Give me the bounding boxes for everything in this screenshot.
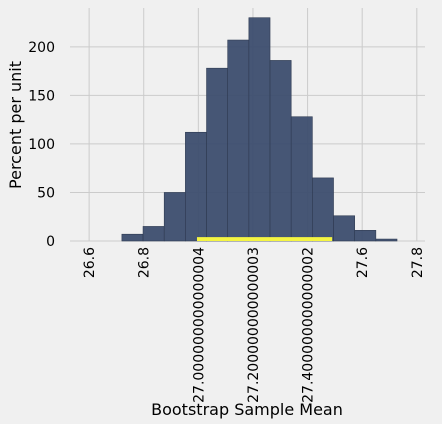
x-tick-label: 27.400000000000002: [301, 247, 317, 403]
histogram-bar: [163, 192, 186, 242]
histogram-bar: [248, 17, 271, 242]
y-tick-label: 0: [46, 234, 55, 250]
histogram-bar: [121, 233, 144, 242]
x-tick-label: 27.000000000000004: [191, 247, 207, 403]
x-tick-labels: 26.6 26.8 27.000000000000004 27.20000000000…: [82, 247, 426, 403]
x-tick-label: 27.6: [355, 247, 371, 278]
y-tick-labels: 0 50 100 150 200: [28, 40, 55, 250]
x-tick-label: 26.8: [137, 247, 153, 278]
x-tick-label: 27.200000000000003: [246, 247, 262, 403]
histogram-bar: [312, 177, 334, 242]
x-tick-label: 26.6: [82, 247, 98, 278]
confidence-interval-bar: [196, 237, 333, 241]
histogram-bar: [206, 67, 229, 242]
y-tick-label: 150: [28, 88, 55, 104]
histogram-bar: [185, 131, 207, 242]
x-tick-label: 27.8: [410, 247, 426, 278]
histogram-bar: [290, 116, 313, 242]
histogram-bar: [269, 60, 292, 242]
histogram-bar: [375, 238, 398, 242]
x-axis-label: Bootstrap Sample Mean: [151, 400, 343, 419]
y-axis-label: Percent per unit: [6, 61, 25, 189]
interval-layer: [196, 237, 333, 241]
histogram-bar: [227, 39, 250, 242]
histogram-bar: [354, 230, 377, 242]
histogram-bar: [142, 226, 165, 242]
y-tick-label: 50: [37, 185, 55, 201]
bar-layer: [121, 17, 398, 242]
y-tick-label: 200: [28, 40, 55, 56]
y-tick-label: 100: [28, 137, 55, 153]
histogram-bar: [333, 215, 355, 242]
